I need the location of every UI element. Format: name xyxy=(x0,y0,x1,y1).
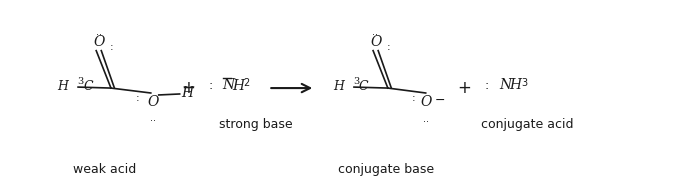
Text: +: + xyxy=(458,79,471,97)
Text: strong base: strong base xyxy=(218,118,292,131)
Text: conjugate base: conjugate base xyxy=(338,163,434,176)
Text: ..: .. xyxy=(96,27,101,37)
Text: +: + xyxy=(181,79,195,97)
Text: H: H xyxy=(510,78,521,92)
Text: O: O xyxy=(420,95,431,109)
Text: :: : xyxy=(387,42,390,52)
Text: H: H xyxy=(181,86,194,100)
Text: O: O xyxy=(94,35,105,49)
Text: ..: .. xyxy=(373,27,378,37)
Text: H: H xyxy=(333,80,344,93)
Text: −: − xyxy=(435,94,445,107)
Text: N: N xyxy=(499,78,512,92)
Text: conjugate acid: conjugate acid xyxy=(482,118,574,131)
Text: ..: .. xyxy=(150,113,156,123)
Text: :: : xyxy=(209,79,213,92)
Text: :: : xyxy=(110,42,114,52)
Text: ..: .. xyxy=(423,114,429,124)
Text: 2: 2 xyxy=(244,78,250,88)
Text: :: : xyxy=(484,79,489,92)
Text: O: O xyxy=(147,95,158,109)
Text: H: H xyxy=(232,79,244,93)
Text: 3: 3 xyxy=(77,77,83,86)
Text: 3: 3 xyxy=(521,78,528,88)
Text: weak acid: weak acid xyxy=(73,163,136,176)
Text: H: H xyxy=(57,80,68,93)
Text: 3: 3 xyxy=(353,77,359,86)
Text: :: : xyxy=(136,93,140,103)
Text: C: C xyxy=(359,80,369,93)
Text: N: N xyxy=(223,78,235,92)
Text: :: : xyxy=(413,93,416,103)
Text: C: C xyxy=(83,80,93,93)
Text: O: O xyxy=(370,35,382,49)
